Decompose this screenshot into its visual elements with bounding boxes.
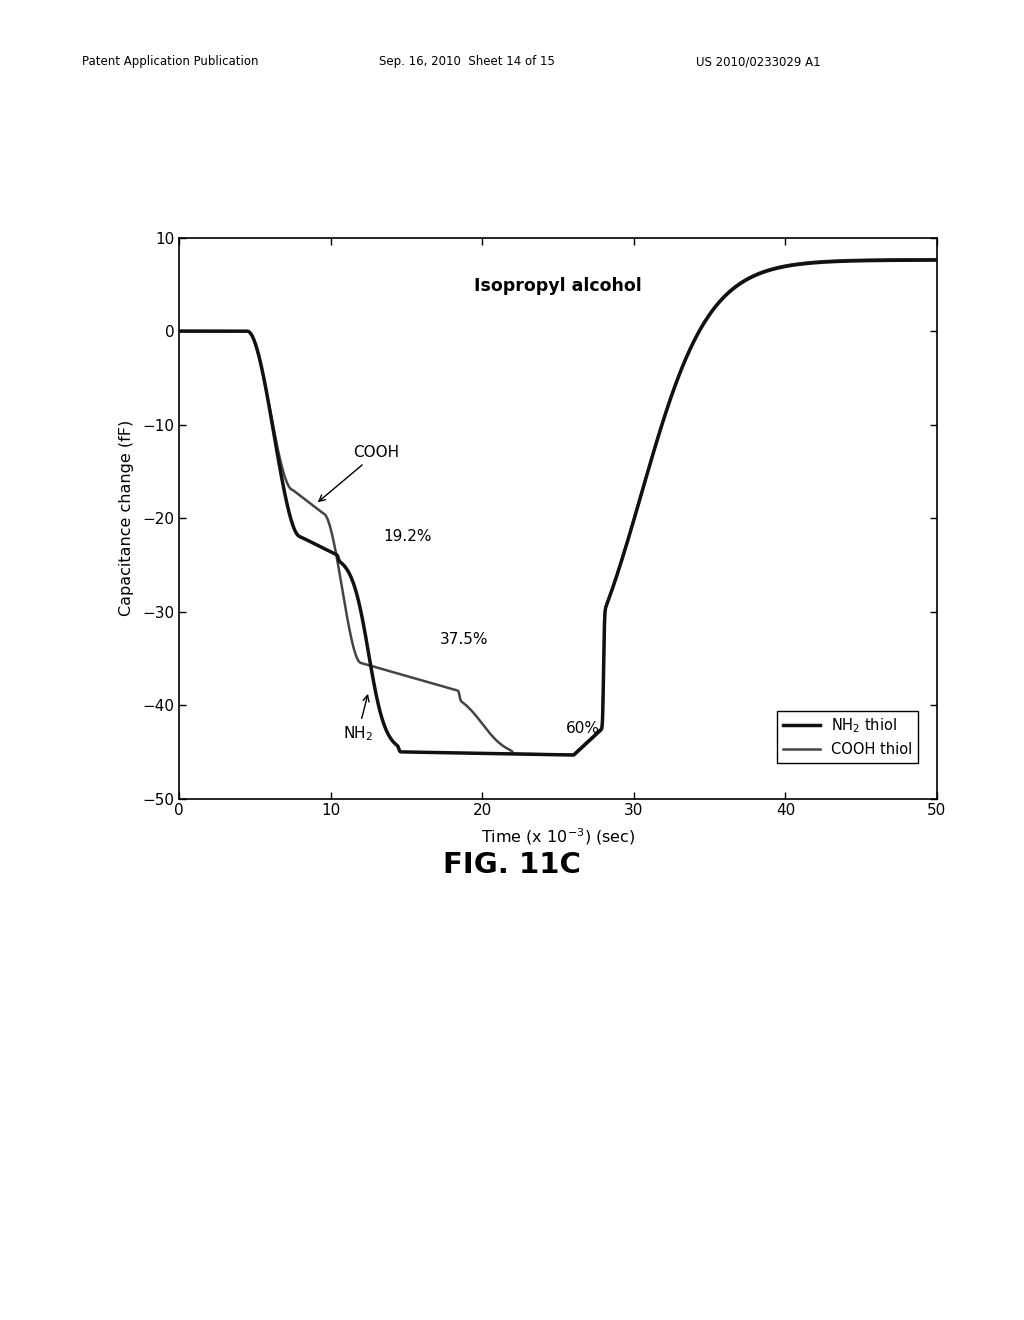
- Text: Sep. 16, 2010  Sheet 14 of 15: Sep. 16, 2010 Sheet 14 of 15: [379, 55, 555, 69]
- Y-axis label: Capacitance change (fF): Capacitance change (fF): [119, 420, 134, 616]
- Text: COOH: COOH: [318, 445, 399, 502]
- X-axis label: Time (x 10$^{-3}$) (sec): Time (x 10$^{-3}$) (sec): [481, 826, 635, 847]
- Text: FIG. 11C: FIG. 11C: [443, 851, 581, 879]
- Text: 37.5%: 37.5%: [440, 632, 488, 647]
- Text: 19.2%: 19.2%: [384, 529, 432, 544]
- Text: Patent Application Publication: Patent Application Publication: [82, 55, 258, 69]
- Text: Isopropyl alcohol: Isopropyl alcohol: [474, 277, 642, 294]
- Text: US 2010/0233029 A1: US 2010/0233029 A1: [696, 55, 821, 69]
- Text: NH$_2$: NH$_2$: [343, 696, 373, 743]
- Text: 60%: 60%: [565, 721, 600, 737]
- Legend: NH$_2$ thiol, COOH thiol: NH$_2$ thiol, COOH thiol: [777, 710, 919, 763]
